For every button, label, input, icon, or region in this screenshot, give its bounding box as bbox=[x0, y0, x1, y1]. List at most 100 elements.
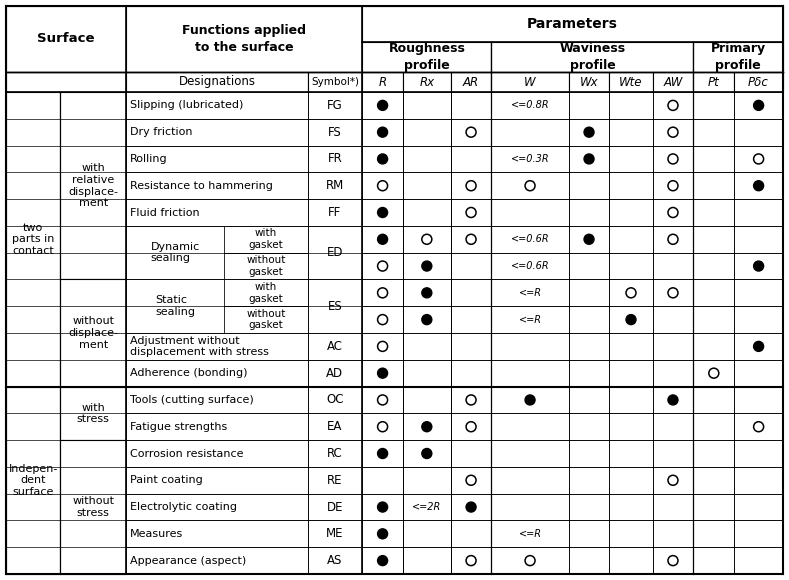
Bar bbox=[126, 440, 308, 467]
Bar bbox=[694, 494, 735, 520]
Bar bbox=[126, 520, 308, 547]
Bar bbox=[61, 360, 126, 386]
Bar bbox=[403, 146, 451, 172]
Bar bbox=[735, 333, 783, 360]
Bar bbox=[492, 119, 569, 146]
Text: DE: DE bbox=[327, 501, 343, 513]
Bar bbox=[61, 146, 126, 172]
Bar bbox=[609, 92, 653, 119]
Bar bbox=[308, 92, 362, 119]
Text: Wte: Wte bbox=[619, 75, 643, 89]
Bar bbox=[126, 226, 224, 280]
Bar bbox=[61, 440, 126, 574]
Bar bbox=[653, 146, 694, 172]
Text: AR: AR bbox=[463, 75, 479, 89]
Bar bbox=[492, 414, 569, 440]
Bar bbox=[362, 199, 403, 226]
Bar bbox=[126, 146, 308, 172]
Bar bbox=[61, 92, 126, 119]
Bar bbox=[61, 172, 126, 199]
Text: RC: RC bbox=[327, 447, 343, 460]
Bar bbox=[308, 199, 362, 226]
Bar bbox=[362, 360, 403, 386]
Circle shape bbox=[753, 261, 764, 271]
Circle shape bbox=[378, 556, 387, 566]
Bar bbox=[126, 414, 308, 440]
Bar bbox=[308, 414, 362, 440]
Bar bbox=[653, 199, 694, 226]
Bar bbox=[694, 146, 735, 172]
Text: Rolling: Rolling bbox=[130, 154, 168, 164]
Bar bbox=[653, 467, 694, 494]
Text: Wx: Wx bbox=[580, 75, 598, 89]
Text: R: R bbox=[379, 75, 387, 89]
Text: EA: EA bbox=[327, 420, 342, 433]
Bar bbox=[492, 92, 569, 119]
Text: AC: AC bbox=[327, 340, 343, 353]
Bar bbox=[451, 547, 492, 574]
Bar bbox=[569, 386, 609, 414]
Bar bbox=[492, 333, 569, 360]
Bar bbox=[735, 547, 783, 574]
Bar bbox=[451, 333, 492, 360]
Bar bbox=[735, 146, 783, 172]
Bar bbox=[735, 414, 783, 440]
Bar bbox=[6, 72, 126, 92]
Bar bbox=[609, 440, 653, 467]
Bar bbox=[126, 119, 308, 146]
Bar bbox=[6, 494, 61, 520]
Bar bbox=[61, 92, 126, 280]
Bar bbox=[308, 172, 362, 199]
Bar bbox=[308, 146, 362, 172]
Bar bbox=[308, 199, 362, 226]
Circle shape bbox=[378, 368, 387, 378]
Bar bbox=[569, 172, 609, 199]
Bar bbox=[569, 333, 609, 360]
Circle shape bbox=[668, 395, 678, 405]
Text: Slipping (lubricated): Slipping (lubricated) bbox=[130, 100, 244, 110]
Text: Electrolytic coating: Electrolytic coating bbox=[130, 502, 237, 512]
Bar bbox=[224, 306, 308, 333]
Bar bbox=[6, 386, 61, 574]
Text: Corrosion resistance: Corrosion resistance bbox=[130, 448, 244, 459]
Bar bbox=[609, 386, 653, 414]
Bar bbox=[308, 333, 362, 360]
Bar bbox=[362, 253, 403, 280]
Bar bbox=[609, 333, 653, 360]
Circle shape bbox=[422, 288, 432, 298]
Bar bbox=[362, 414, 403, 440]
Bar bbox=[569, 547, 609, 574]
Circle shape bbox=[378, 127, 387, 137]
Bar bbox=[403, 386, 451, 414]
Text: with
gasket: with gasket bbox=[249, 282, 283, 304]
Bar bbox=[6, 467, 61, 494]
Bar bbox=[609, 226, 653, 253]
Bar bbox=[61, 467, 126, 494]
Bar bbox=[224, 280, 308, 306]
Bar bbox=[403, 333, 451, 360]
Bar bbox=[492, 467, 569, 494]
Text: with
stress: with stress bbox=[77, 403, 110, 424]
Bar bbox=[308, 547, 362, 574]
Bar bbox=[492, 547, 569, 574]
Bar bbox=[61, 280, 126, 306]
Bar bbox=[609, 72, 653, 92]
Text: RM: RM bbox=[326, 179, 344, 192]
Text: Pδc: Pδc bbox=[748, 75, 769, 89]
Bar bbox=[569, 467, 609, 494]
Bar bbox=[362, 72, 403, 92]
Text: <=0.6R: <=0.6R bbox=[510, 234, 549, 244]
Text: Dry friction: Dry friction bbox=[130, 127, 193, 137]
Bar bbox=[126, 333, 308, 360]
Bar bbox=[609, 306, 653, 333]
Circle shape bbox=[626, 314, 636, 325]
Bar bbox=[653, 72, 694, 92]
Bar bbox=[308, 92, 362, 119]
Bar bbox=[492, 520, 569, 547]
Bar bbox=[492, 42, 694, 72]
Text: FF: FF bbox=[328, 206, 342, 219]
Bar bbox=[694, 547, 735, 574]
Bar bbox=[6, 119, 61, 146]
Bar bbox=[126, 280, 308, 306]
Text: Appearance (aspect): Appearance (aspect) bbox=[130, 556, 246, 566]
